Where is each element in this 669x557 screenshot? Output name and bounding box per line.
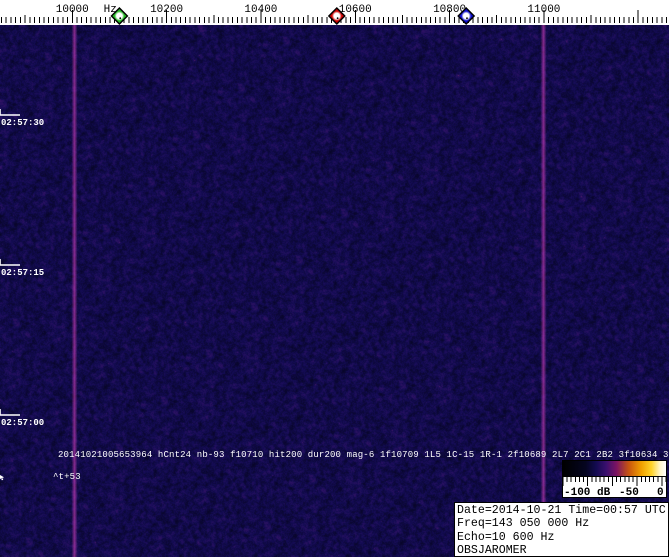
svg-text:11000: 11000	[527, 4, 560, 16]
svg-text:10000: 10000	[56, 4, 89, 16]
svg-text:10800: 10800	[433, 4, 466, 16]
svg-text:10200: 10200	[150, 4, 183, 16]
svg-text:Hz: Hz	[104, 4, 117, 16]
svg-text:10400: 10400	[244, 4, 277, 16]
svg-text:10600: 10600	[339, 4, 372, 16]
